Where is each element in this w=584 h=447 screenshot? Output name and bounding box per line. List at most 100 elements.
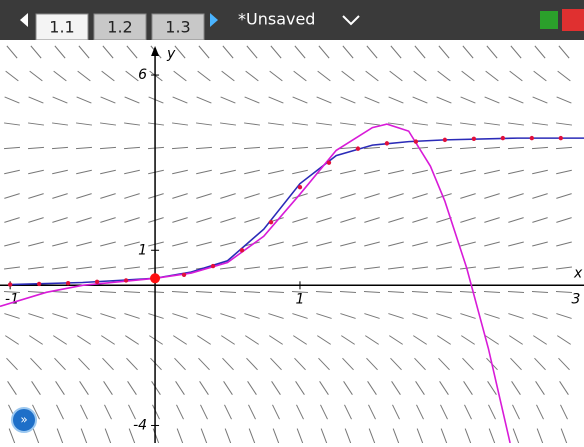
- slope-segment: [100, 217, 116, 223]
- slope-segment: [412, 313, 428, 319]
- slope-segment: [28, 169, 44, 175]
- tab[interactable]: [151, 13, 205, 41]
- slope-segment: [363, 291, 381, 293]
- slope-segment: [436, 241, 452, 247]
- slope-segment: [440, 428, 448, 444]
- slope-segment: [56, 428, 64, 444]
- slope-segment: [461, 335, 475, 345]
- slope-segment: [340, 266, 356, 270]
- slope-segment: [200, 428, 208, 444]
- slope-segment: [52, 241, 68, 247]
- slope-segment: [151, 381, 161, 395]
- slope-segment: [28, 122, 44, 126]
- euler-point: [268, 220, 274, 225]
- slope-segment: [509, 70, 523, 82]
- slope-segment: [222, 45, 234, 59]
- slope-segment: [532, 169, 548, 175]
- slope-segment: [556, 96, 572, 104]
- slope-segment: [412, 169, 428, 175]
- slope-segment: [148, 266, 164, 270]
- slope-segment: [196, 313, 212, 319]
- slope-segment: [196, 169, 212, 175]
- close-button[interactable]: [562, 9, 584, 31]
- slope-segment: [148, 217, 164, 223]
- slope-segment: [52, 122, 68, 126]
- nav-right[interactable]: [210, 13, 218, 27]
- slope-segment: [508, 266, 524, 270]
- slope-segment: [533, 335, 547, 345]
- slope-segment: [412, 122, 428, 126]
- slope-segment: [148, 96, 164, 104]
- slope-segment: [416, 404, 424, 420]
- tab[interactable]: [35, 13, 89, 41]
- slope-segment: [102, 45, 114, 59]
- slope-segment: [80, 428, 88, 444]
- slope-segment: [76, 217, 92, 223]
- slope-segment: [296, 404, 304, 420]
- slope-segment: [173, 70, 187, 82]
- slope-segment: [244, 266, 260, 270]
- slope-segment: [436, 266, 452, 270]
- slope-segment: [268, 169, 284, 175]
- slope-segment: [220, 122, 236, 126]
- slope-segment: [340, 217, 356, 223]
- slope-segment: [76, 193, 92, 199]
- slope-segment: [54, 45, 66, 59]
- expand-button[interactable]: [11, 407, 37, 433]
- slope-segment: [175, 381, 185, 395]
- euler-point: [123, 278, 129, 283]
- slope-segment: [316, 241, 332, 247]
- slope-segment: [124, 169, 140, 175]
- slope-segment: [532, 193, 548, 199]
- slope-segment: [559, 381, 569, 395]
- slope-segment: [174, 45, 186, 59]
- slope-segment: [435, 291, 453, 293]
- slope-segment: [4, 193, 20, 199]
- slope-segment: [243, 291, 261, 293]
- slope-segment: [292, 241, 308, 247]
- slope-segment: [342, 357, 354, 371]
- document-name[interactable]: *Unsaved: [238, 10, 315, 29]
- slope-segment: [150, 357, 162, 371]
- slope-segment: [52, 96, 68, 104]
- slope-segment: [292, 96, 308, 104]
- slope-segment: [30, 357, 42, 371]
- slope-segment: [291, 146, 309, 150]
- document-menu[interactable]: [342, 15, 360, 26]
- slope-segment: [268, 193, 284, 199]
- slope-segment: [484, 266, 500, 270]
- y-tick-label: -4: [133, 417, 147, 433]
- slope-segment: [339, 146, 357, 150]
- slope-segment: [436, 122, 452, 126]
- slope-segment: [56, 404, 64, 420]
- slope-segment: [27, 291, 45, 293]
- slope-segment: [364, 169, 380, 175]
- slope-segment: [531, 146, 549, 150]
- euler-point: [36, 281, 42, 287]
- slope-segment: [52, 217, 68, 223]
- slope-segment: [100, 96, 116, 104]
- nav-left[interactable]: [20, 13, 28, 27]
- slope-segment: [508, 313, 524, 319]
- slope-segment: [51, 146, 69, 150]
- slope-segment: [124, 241, 140, 247]
- slope-segment: [534, 357, 546, 371]
- slope-segment: [364, 122, 380, 126]
- slope-segment: [437, 335, 451, 345]
- slope-segment: [148, 241, 164, 247]
- slope-segment: [291, 291, 309, 293]
- slope-segment: [248, 404, 256, 420]
- slope-segment: [127, 381, 137, 395]
- slope-segment: [28, 266, 44, 270]
- slope-segment: [5, 70, 19, 82]
- slope-segment: [176, 404, 184, 420]
- slope-segment: [76, 241, 92, 247]
- slope-segment: [555, 146, 573, 150]
- slope-segment: [292, 313, 308, 319]
- slope-segment: [126, 45, 138, 59]
- slope-segment: [272, 404, 280, 420]
- slope-segment: [460, 217, 476, 223]
- graph-area: [0, 40, 584, 443]
- slope-segment: [486, 45, 498, 59]
